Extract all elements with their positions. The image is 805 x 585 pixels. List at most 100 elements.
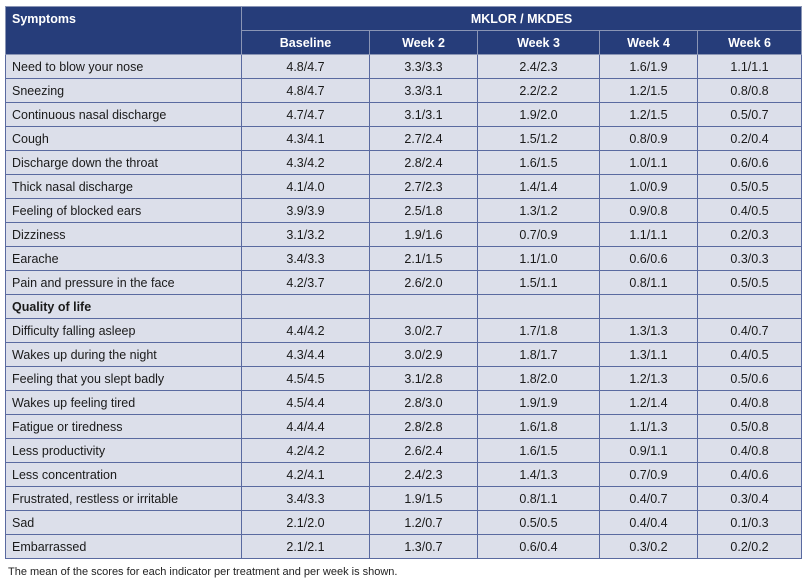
score-cell: 0.5/0.7 <box>696 102 803 127</box>
table-row: Earache 3.4/3.3 2.1/1.5 1.1/1.0 0.6/0.6 0.3/0… <box>5 246 803 271</box>
treatment-group-header: MKLOR / MKDES <box>240 6 803 31</box>
score-cell: 0.8/1.1 <box>599 270 698 295</box>
score-cell: 1.0/0.9 <box>599 174 698 199</box>
table-row: Fatigue or tiredness 4.4/4.4 2.8/2.8 1.6/1.… <box>5 414 803 439</box>
score-cell: 1.4/1.4 <box>477 174 600 199</box>
score-cell: 3.1/3.2 <box>241 222 370 247</box>
table-row: Less productivity 4.2/4.2 2.6/2.4 1.6/1.5 0.… <box>5 438 803 463</box>
score-cell: 0.6/0.4 <box>477 534 600 559</box>
score-cell: 0.9/0.8 <box>599 198 698 223</box>
score-cell: 4.7/4.7 <box>241 102 370 127</box>
score-cell: 1.3/1.3 <box>599 318 698 343</box>
empty-cell <box>241 294 370 319</box>
table-row: Thick nasal discharge 4.1/4.0 2.7/2.3 1.4/1… <box>5 174 803 199</box>
score-cell: 1.2/1.5 <box>599 78 698 103</box>
table-row: Feeling of blocked ears 3.9/3.9 2.5/1.8 1.3… <box>5 198 803 223</box>
table-row: Wakes up during the night 4.3/4.4 3.0/2.9 1… <box>5 342 803 367</box>
symptom-scores-table: Symptoms MKLOR / MKDES Baseline Week 2 W… <box>5 6 803 559</box>
table-row: Need to blow your nose 4.8/4.7 3.3/3.3 2.4/… <box>5 54 803 79</box>
score-cell: 0.4/0.5 <box>696 342 803 367</box>
score-cell: 2.8/3.0 <box>369 390 478 415</box>
score-cell: 0.5/0.5 <box>477 510 600 535</box>
score-cell: 0.5/0.6 <box>696 366 803 391</box>
score-cell: 0.6/0.6 <box>599 246 698 271</box>
score-cell: 0.3/0.4 <box>696 486 803 511</box>
score-cell: 0.2/0.3 <box>696 222 803 247</box>
empty-cell <box>696 294 803 319</box>
column-header: Week 4 <box>599 30 698 55</box>
score-cell: 2.1/1.5 <box>369 246 478 271</box>
score-cell: 3.9/3.9 <box>241 198 370 223</box>
row-label: Dizziness <box>5 222 242 247</box>
score-cell: 3.4/3.3 <box>241 246 370 271</box>
row-label: Wakes up feeling tired <box>5 390 242 415</box>
score-cell: 0.7/0.9 <box>599 462 698 487</box>
score-cell: 2.8/2.4 <box>369 150 478 175</box>
score-cell: 1.8/2.0 <box>477 366 600 391</box>
score-cell: 1.6/1.5 <box>477 150 600 175</box>
row-label: Difficulty falling asleep <box>5 318 242 343</box>
score-cell: 4.2/3.7 <box>241 270 370 295</box>
score-cell: 0.8/0.9 <box>599 126 698 151</box>
score-cell: 4.5/4.5 <box>241 366 370 391</box>
symptoms-body: Need to blow your nose 4.8/4.7 3.3/3.3 2.4/… <box>5 54 803 295</box>
section-label: Quality of life <box>5 294 242 319</box>
table-row: Cough 4.3/4.1 2.7/2.4 1.5/1.2 0.8/0.9 0.2/0.4 <box>5 126 803 151</box>
score-cell: 1.9/2.0 <box>477 102 600 127</box>
table-row: Sneezing 4.8/4.7 3.3/3.1 2.2/2.2 1.2/1.5 0.8/… <box>5 78 803 103</box>
row-label: Wakes up during the night <box>5 342 242 367</box>
results-table-container: Symptoms MKLOR / MKDES Baseline Week 2 W… <box>5 6 803 559</box>
score-cell: 0.4/0.7 <box>599 486 698 511</box>
score-cell: 2.4/2.3 <box>369 462 478 487</box>
score-cell: 1.9/1.5 <box>369 486 478 511</box>
score-cell: 1.7/1.8 <box>477 318 600 343</box>
score-cell: 3.0/2.7 <box>369 318 478 343</box>
row-label: Earache <box>5 246 242 271</box>
row-label: Discharge down the throat <box>5 150 242 175</box>
score-cell: 0.2/0.4 <box>696 126 803 151</box>
score-cell: 0.2/0.2 <box>696 534 803 559</box>
score-cell: 2.2/2.2 <box>477 78 600 103</box>
score-cell: 1.3/1.1 <box>599 342 698 367</box>
row-label: Cough <box>5 126 242 151</box>
score-cell: 2.8/2.8 <box>369 414 478 439</box>
column-header: Week 6 <box>696 30 803 55</box>
score-cell: 1.9/1.6 <box>369 222 478 247</box>
score-cell: 1.3/0.7 <box>369 534 478 559</box>
score-cell: 1.2/0.7 <box>369 510 478 535</box>
row-label: Feeling of blocked ears <box>5 198 242 223</box>
score-cell: 2.7/2.4 <box>369 126 478 151</box>
table-row: Difficulty falling asleep 4.4/4.2 3.0/2.7 1… <box>5 318 803 343</box>
score-cell: 1.0/1.1 <box>599 150 698 175</box>
score-cell: 0.8/0.8 <box>696 78 803 103</box>
column-header: Week 3 <box>477 30 600 55</box>
score-cell: 1.2/1.4 <box>599 390 698 415</box>
score-cell: 1.1/1.0 <box>477 246 600 271</box>
score-cell: 0.4/0.4 <box>599 510 698 535</box>
score-cell: 0.8/1.1 <box>477 486 600 511</box>
row-label: Thick nasal discharge <box>5 174 242 199</box>
empty-cell <box>477 294 600 319</box>
score-cell: 2.5/1.8 <box>369 198 478 223</box>
score-cell: 2.6/2.0 <box>369 270 478 295</box>
score-cell: 4.5/4.4 <box>241 390 370 415</box>
score-cell: 3.1/2.8 <box>369 366 478 391</box>
score-cell: 1.2/1.5 <box>599 102 698 127</box>
table-row: Pain and pressure in the face 4.2/3.7 2.6/… <box>5 270 803 295</box>
score-cell: 0.5/0.5 <box>696 174 803 199</box>
score-cell: 1.2/1.3 <box>599 366 698 391</box>
table-row: Feeling that you slept badly 4.5/4.5 3.1/2… <box>5 366 803 391</box>
score-cell: 4.2/4.2 <box>241 438 370 463</box>
score-cell: 2.4/2.3 <box>477 54 600 79</box>
score-cell: 1.4/1.3 <box>477 462 600 487</box>
score-cell: 3.0/2.9 <box>369 342 478 367</box>
column-header: Baseline <box>241 30 370 55</box>
score-cell: 0.3/0.2 <box>599 534 698 559</box>
score-cell: 4.4/4.2 <box>241 318 370 343</box>
table-row: Continuous nasal discharge 4.7/4.7 3.1/3.1… <box>5 102 803 127</box>
score-cell: 0.4/0.6 <box>696 462 803 487</box>
score-cell: 1.3/1.2 <box>477 198 600 223</box>
row-label: Sneezing <box>5 78 242 103</box>
score-cell: 2.7/2.3 <box>369 174 478 199</box>
score-cell: 1.1/1.1 <box>696 54 803 79</box>
